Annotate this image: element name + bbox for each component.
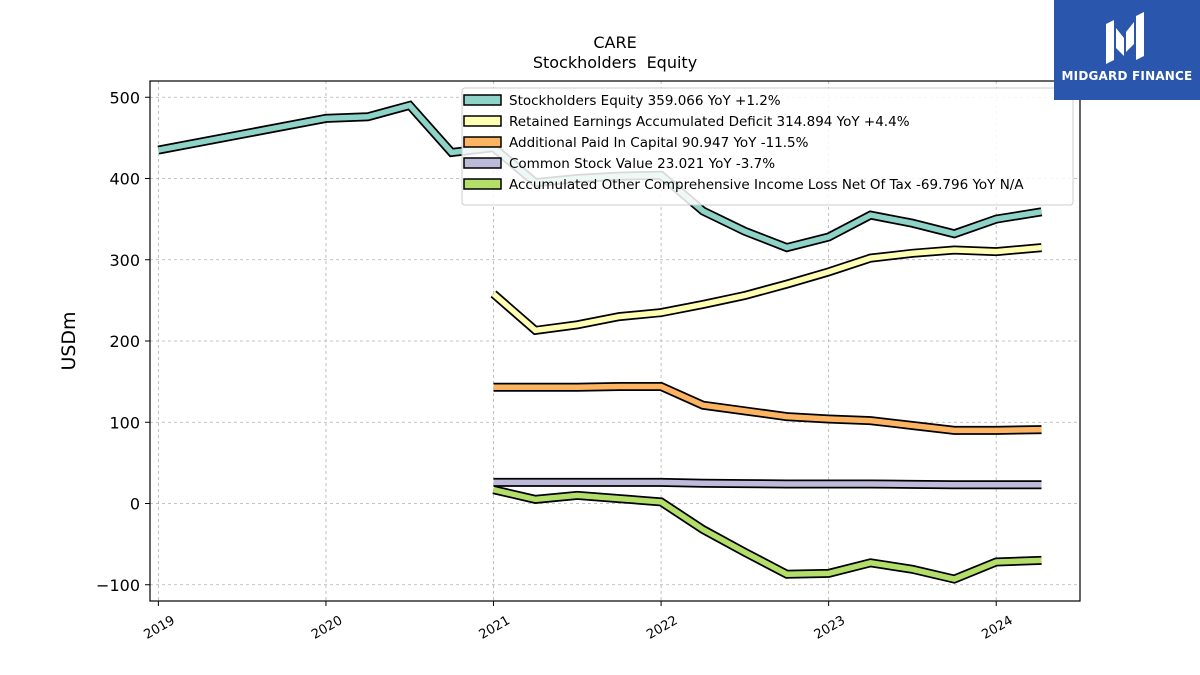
- chart-subtitle: Stockholders Equity: [533, 53, 697, 72]
- series-line: [493, 479, 1042, 488]
- legend-label: Stockholders Equity 359.066 YoY +1.2%: [509, 93, 781, 109]
- chart-title: CARE: [593, 33, 636, 52]
- brand-logo: MIDGARD FINANCE: [1054, 0, 1200, 100]
- series-line-outline: [493, 382, 1042, 435]
- x-tick-label: 2024: [979, 613, 1015, 643]
- midgard-logo-icon: [1106, 12, 1144, 64]
- x-tick-label: 2020: [309, 613, 345, 643]
- legend: Stockholders Equity 359.066 YoY +1.2% Ret…: [461, 87, 1074, 206]
- legend-swatch: [463, 157, 502, 169]
- x-tick-label: 2023: [812, 613, 848, 643]
- y-tick-label: −100: [96, 576, 140, 595]
- legend-swatch: [463, 136, 502, 148]
- legend-label: Additional Paid In Capital 90.947 YoY -1…: [509, 135, 809, 151]
- x-tick-label: 2019: [142, 613, 178, 643]
- brand-name: MIDGARD FINANCE: [1061, 69, 1193, 83]
- y-tick-label: 400: [109, 170, 140, 189]
- series-line: [492, 487, 1042, 582]
- legend-swatch: [463, 115, 502, 127]
- y-tick-label: 500: [109, 88, 140, 107]
- legend-swatch: [463, 94, 502, 106]
- x-tick-label: 2021: [477, 613, 513, 643]
- legend-label: Retained Earnings Accumulated Deficit 31…: [509, 114, 910, 130]
- series-line: [493, 383, 1042, 434]
- y-tick-label: 0: [130, 495, 140, 514]
- y-tick-label: 300: [109, 251, 140, 270]
- legend-label: Common Stock Value 23.021 YoY -3.7%: [509, 156, 775, 172]
- legend-swatch: [463, 178, 502, 190]
- series-line: [491, 244, 1042, 334]
- y-axis-label: USDm: [58, 311, 80, 370]
- legend-box: [461, 87, 1074, 206]
- x-tick-label: 2022: [644, 613, 680, 643]
- legend-label: Accumulated Other Comprehensive Income L…: [509, 177, 1024, 193]
- y-tick-label: 200: [109, 332, 140, 351]
- axis-ticks: −100 0 100 200 300 400 500 2019 2020 2021 2022 2023…: [96, 88, 1015, 642]
- y-tick-label: 100: [109, 413, 140, 432]
